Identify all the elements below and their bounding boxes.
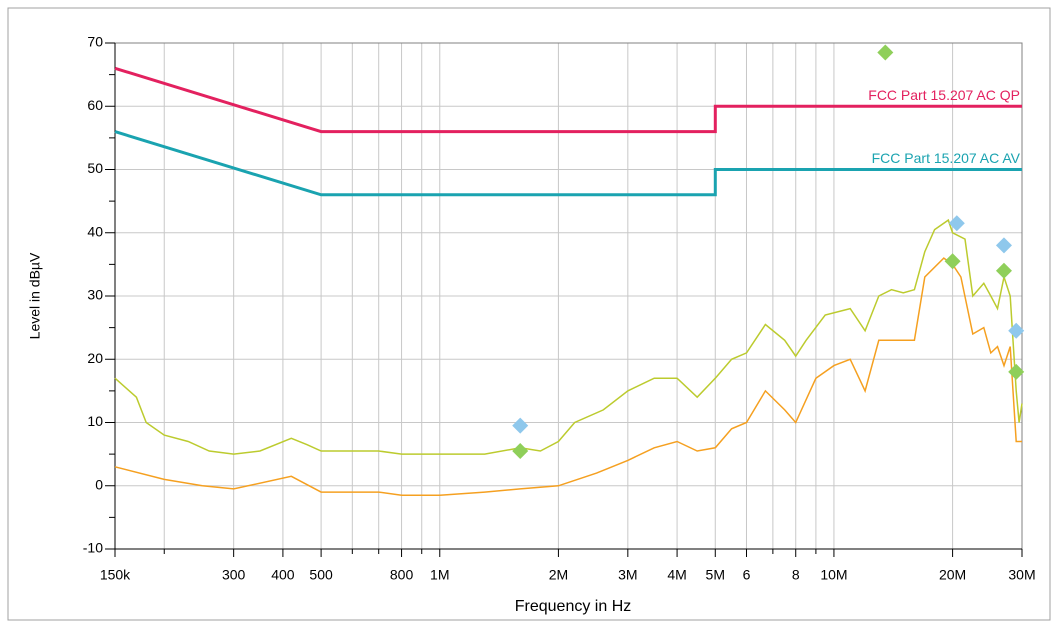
frame — [7, 7, 1051, 621]
y-tick-label: 70 — [87, 34, 103, 50]
y-tick-label: 20 — [87, 350, 103, 366]
marker — [512, 417, 529, 434]
limit-label: FCC Part 15.207 AC QP — [868, 87, 1020, 103]
limit-label: FCC Part 15.207 AC AV — [872, 150, 1021, 166]
x-tick-label: 800 — [390, 567, 414, 583]
marker — [995, 237, 1012, 254]
x-tick-label: 30M — [1008, 567, 1035, 583]
y-axis-label: Level in dBµV — [27, 252, 43, 339]
y-tick-label: 0 — [95, 476, 103, 492]
x-tick-label: 6 — [743, 567, 751, 583]
y-tick-label: -10 — [83, 540, 103, 556]
marker — [512, 442, 529, 459]
y-tick-label: 40 — [87, 223, 103, 239]
series-line — [114, 130, 1022, 197]
x-tick-label: 400 — [271, 567, 295, 583]
x-tick-label: 20M — [939, 567, 966, 583]
x-tick-label: 8 — [792, 567, 800, 583]
series-line — [114, 257, 1022, 496]
y-tick-label: 50 — [87, 160, 103, 176]
x-tick-label: 5M — [706, 567, 725, 583]
series-line — [114, 66, 1022, 134]
x-axis-label: Frequency in Hz — [515, 598, 632, 615]
marker — [944, 253, 961, 270]
x-tick-label: 4M — [667, 567, 686, 583]
x-tick-label: 300 — [222, 567, 246, 583]
y-tick-label: 10 — [87, 413, 103, 429]
marker — [1008, 322, 1025, 339]
x-tick-label: 150k — [100, 567, 131, 583]
marker — [995, 262, 1012, 279]
x-tick-label: 2M — [549, 567, 568, 583]
x-tick-label: 10M — [820, 567, 847, 583]
y-tick-label: 60 — [87, 97, 103, 113]
x-tick-label: 3M — [618, 567, 637, 583]
x-tick-label: 500 — [309, 567, 333, 583]
y-tick-label: 30 — [87, 287, 103, 303]
x-tick-label: 1M — [430, 567, 449, 583]
series-line — [114, 218, 1023, 455]
marker — [948, 215, 965, 232]
marker — [877, 44, 894, 61]
marker — [1008, 363, 1025, 380]
